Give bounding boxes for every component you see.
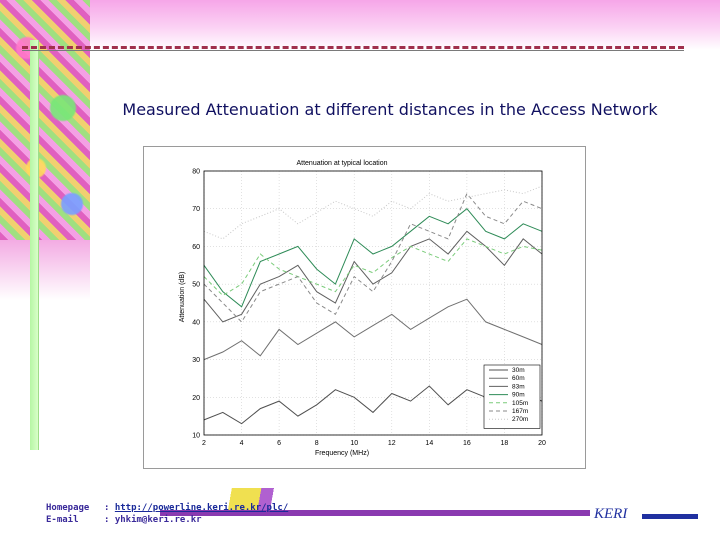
chart-frame: Attenuation at typical location Attenuat… <box>143 146 586 469</box>
header-band <box>0 0 720 50</box>
legend-entry: 270m <box>512 416 528 423</box>
y-tick-label: 40 <box>192 319 200 326</box>
y-axis-label: Attenuation (dB) <box>179 272 186 323</box>
decorative-fade <box>0 240 90 300</box>
series-line-60m <box>203 298 543 361</box>
homepage-separator: : <box>104 503 115 513</box>
footer-bar <box>160 510 590 516</box>
legend-entry: 83m <box>512 383 525 390</box>
slide-title: Measured Attenuation at different distan… <box>122 100 658 119</box>
footer-contact: Homepage: http://powerline.keri.re.kr/pl… <box>46 502 288 526</box>
series-line-167m <box>203 192 543 323</box>
homepage-link[interactable]: http://powerline.keri.re.kr/plc/ <box>114 503 289 513</box>
series-line-83m <box>203 230 543 323</box>
plot-area-border <box>203 170 543 436</box>
email-separator: : <box>104 515 115 525</box>
y-tick-label: 10 <box>192 433 200 440</box>
footer-decoration <box>215 488 295 512</box>
y-tick-label: 50 <box>192 282 200 289</box>
legend-entry: 167m <box>512 408 528 415</box>
x-tick-label: 18 <box>501 440 509 447</box>
decorative-side-bar <box>30 40 39 450</box>
x-tick-label: 16 <box>463 440 471 447</box>
logo-underline <box>642 514 698 519</box>
y-tick-label: 80 <box>192 169 200 176</box>
y-tick-label: 20 <box>192 395 200 402</box>
x-tick-label: 14 <box>425 440 433 447</box>
email-label: E-mail <box>46 515 79 525</box>
email-link[interactable]: yhkim@keri.re.kr <box>114 515 202 525</box>
title-divider-thin <box>22 50 684 51</box>
keri-logo: KERI <box>594 506 628 522</box>
y-tick-label: 60 <box>192 244 200 251</box>
homepage-label: Homepage <box>46 503 90 513</box>
series-line-270m <box>203 185 543 240</box>
x-tick-label: 6 <box>277 440 281 447</box>
x-tick-label: 2 <box>202 440 206 447</box>
x-tick-label: 20 <box>538 440 546 447</box>
series-line-105m <box>203 238 543 297</box>
chart-title: Attenuation at typical location <box>296 160 387 167</box>
legend-entry: 105m <box>512 400 528 407</box>
legend-entry: 90m <box>512 392 525 399</box>
tick-layer: 2 4 6 8 10 12 14 16 18 20 10 20 30 40 50 60 70 80 <box>192 169 546 448</box>
x-tick-label: 12 <box>388 440 396 447</box>
y-tick-label: 70 <box>192 206 200 213</box>
x-axis-label: Frequency (MHz) <box>315 450 369 457</box>
y-tick-label: 30 <box>192 357 200 364</box>
decorative-art <box>0 0 90 240</box>
attenuation-chart: Attenuation at typical location Attenuat… <box>179 160 546 457</box>
x-tick-label: 8 <box>315 440 319 447</box>
x-tick-label: 10 <box>350 440 358 447</box>
series-line-90m <box>203 208 543 308</box>
legend-entry: 30m <box>512 367 525 374</box>
legend-entry: 60m <box>512 375 525 382</box>
title-divider <box>22 46 684 49</box>
legend-box <box>483 364 541 429</box>
x-tick-label: 4 <box>240 440 244 447</box>
